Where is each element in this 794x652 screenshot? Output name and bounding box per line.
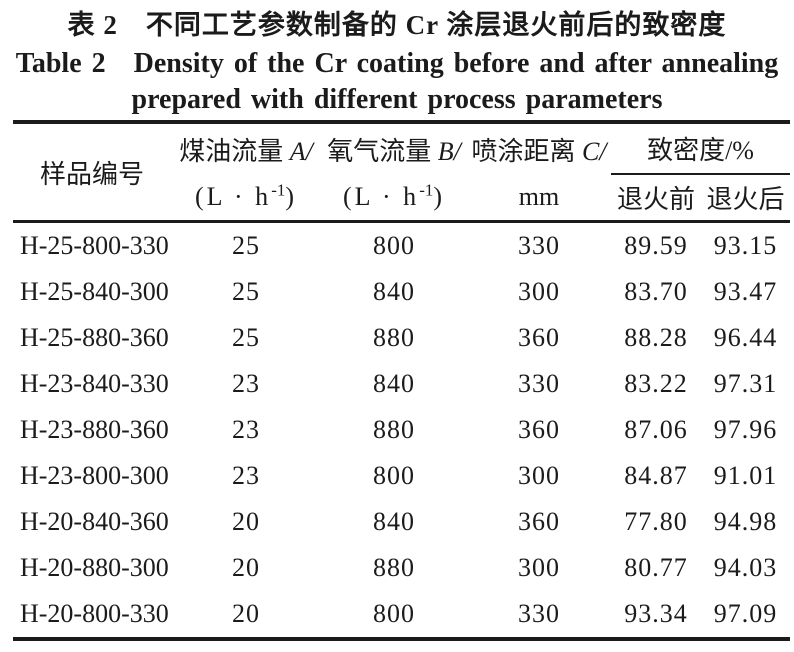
table-row: H-23-880-360 23 880 360 87.06 97.96	[13, 407, 790, 453]
cell-kerosene-flow: 25	[232, 323, 260, 352]
header-distance-name: 喷涂距离	[471, 136, 576, 166]
header-row-2: (L · h-1) (L · h-1) mm 退火前 退火后	[13, 174, 791, 223]
cell-density-after: 94.03	[713, 553, 778, 582]
header-before-annealing: 退火前	[611, 174, 701, 223]
header-row-1: 样品编号 煤油流量 A/ 氧气流量 B/ 喷涂距离 C/ 致密度/%	[13, 122, 791, 223]
table-caption-zh: 表 2 不同工艺参数制备的 Cr 涂层退火前后的致密度	[67, 10, 727, 40]
cell-oxygen-flow: 840	[373, 369, 415, 398]
kerosene-unit-open: (L · h	[194, 182, 272, 211]
cell-spray-distance: 360	[518, 507, 560, 536]
cell-sample-id: H-23-800-300	[20, 461, 169, 490]
cell-density-before: 77.80	[624, 507, 688, 536]
table-caption-en-line2: prepared with different process paramete…	[131, 84, 663, 115]
cell-sample-id: H-20-840-360	[20, 507, 169, 536]
table-row: H-25-800-330 25 800 330 89.59 93.15	[13, 222, 790, 270]
cell-oxygen-flow: 880	[373, 323, 415, 352]
table-row: H-25-880-360 25 880 360 88.28 96.44	[13, 315, 790, 361]
cell-density-before: 83.22	[624, 369, 688, 398]
header-sample: 样品编号	[13, 122, 171, 223]
cell-density-before: 80.77	[624, 553, 688, 582]
cell-spray-distance: 360	[518, 415, 560, 444]
cell-spray-distance: 330	[518, 369, 560, 398]
header-distance-symbol: C/	[581, 136, 607, 166]
data-table: 样品编号 煤油流量 A/ 氧气流量 B/ 喷涂距离 C/ 致密度/% (L · …	[13, 120, 791, 641]
cell-kerosene-flow: 20	[232, 507, 260, 536]
header-kerosene-name: 煤油流量	[179, 136, 284, 166]
header-sample-label: 样品编号	[39, 159, 144, 189]
cell-kerosene-flow: 23	[232, 369, 260, 398]
oxygen-unit-close: )	[433, 182, 446, 211]
table-header: 样品编号 煤油流量 A/ 氧气流量 B/ 喷涂距离 C/ 致密度/% (L · …	[13, 122, 791, 223]
cell-density-after: 97.96	[713, 415, 778, 444]
header-density-label: 致密度/%	[647, 136, 754, 165]
table-row: H-20-840-360 20 840 360 77.80 94.98	[13, 499, 790, 545]
table-row: H-23-840-330 23 840 330 83.22 97.31	[13, 361, 790, 407]
cell-sample-id: H-23-840-330	[20, 369, 169, 398]
cell-density-before: 93.34	[624, 599, 688, 628]
cell-spray-distance: 360	[518, 323, 560, 352]
cell-density-before: 88.28	[624, 323, 688, 352]
cell-oxygen-flow: 880	[373, 415, 415, 444]
cell-density-before: 89.59	[624, 231, 688, 260]
cell-sample-id: H-20-800-330	[20, 599, 169, 628]
header-oxygen-name: 氧气流量	[327, 136, 432, 166]
header-spray-distance: 喷涂距离 C/	[467, 122, 611, 174]
header-density-group: 致密度/%	[611, 122, 791, 175]
cell-density-after: 91.01	[713, 461, 778, 490]
table-row: H-20-880-300 20 880 300 80.77 94.03	[13, 545, 790, 591]
header-after-annealing: 退火后	[701, 174, 791, 223]
cell-kerosene-flow: 23	[232, 415, 260, 444]
oxygen-unit-open: (L · h	[342, 182, 420, 211]
kerosene-unit-sup: -1	[271, 180, 286, 200]
cell-kerosene-flow: 20	[232, 599, 260, 628]
cell-kerosene-flow: 23	[232, 461, 260, 490]
cell-spray-distance: 330	[518, 599, 560, 628]
cell-oxygen-flow: 800	[373, 461, 415, 490]
table-row: H-20-800-330 20 800 330 93.34 97.09	[13, 591, 790, 639]
cell-spray-distance: 300	[518, 277, 560, 306]
header-distance-unit: mm	[467, 174, 611, 223]
cell-oxygen-flow: 800	[373, 231, 415, 260]
cell-density-after: 97.31	[713, 369, 778, 398]
cell-density-before: 87.06	[624, 415, 688, 444]
header-oxygen-unit: (L · h-1)	[321, 174, 467, 223]
table-caption: 表 2 不同工艺参数制备的 Cr 涂层退火前后的致密度 Table 2 Dens…	[0, 0, 794, 117]
cell-spray-distance: 330	[518, 231, 560, 260]
cell-kerosene-flow: 25	[232, 231, 260, 260]
table-row: H-23-800-300 23 800 300 84.87 91.01	[13, 453, 790, 499]
cell-sample-id: H-25-800-330	[20, 231, 169, 260]
cell-kerosene-flow: 25	[232, 277, 260, 306]
cell-spray-distance: 300	[518, 553, 560, 582]
cell-oxygen-flow: 800	[373, 599, 415, 628]
cell-density-after: 93.15	[713, 231, 778, 260]
cell-sample-id: H-25-880-360	[20, 323, 169, 352]
cell-oxygen-flow: 840	[373, 277, 415, 306]
cell-sample-id: H-23-880-360	[20, 415, 169, 444]
cell-sample-id: H-25-840-300	[20, 277, 169, 306]
cell-density-after: 97.09	[713, 599, 778, 628]
header-oxygen-flow: 氧气流量 B/	[321, 122, 467, 174]
header-kerosene-flow: 煤油流量 A/	[171, 122, 321, 174]
cell-density-before: 84.87	[624, 461, 688, 490]
cell-sample-id: H-20-880-300	[20, 553, 169, 582]
kerosene-unit-close: )	[285, 182, 298, 211]
header-kerosene-symbol: A/	[289, 136, 313, 166]
table-body: H-25-800-330 25 800 330 89.59 93.15 H-25…	[13, 222, 790, 640]
oxygen-unit-sup: -1	[419, 180, 434, 200]
header-kerosene-unit: (L · h-1)	[171, 174, 321, 223]
header-oxygen-symbol: B/	[437, 136, 461, 166]
table-row: H-25-840-300 25 840 300 83.70 93.47	[13, 269, 790, 315]
cell-density-after: 94.98	[713, 507, 778, 536]
cell-kerosene-flow: 20	[232, 553, 260, 582]
cell-oxygen-flow: 880	[373, 553, 415, 582]
cell-spray-distance: 300	[518, 461, 560, 490]
table-caption-en-line1: Table 2 Density of the Cr coating before…	[15, 48, 779, 79]
cell-oxygen-flow: 840	[373, 507, 415, 536]
cell-density-before: 83.70	[624, 277, 688, 306]
cell-density-after: 96.44	[713, 323, 778, 352]
cell-density-after: 93.47	[713, 277, 778, 306]
